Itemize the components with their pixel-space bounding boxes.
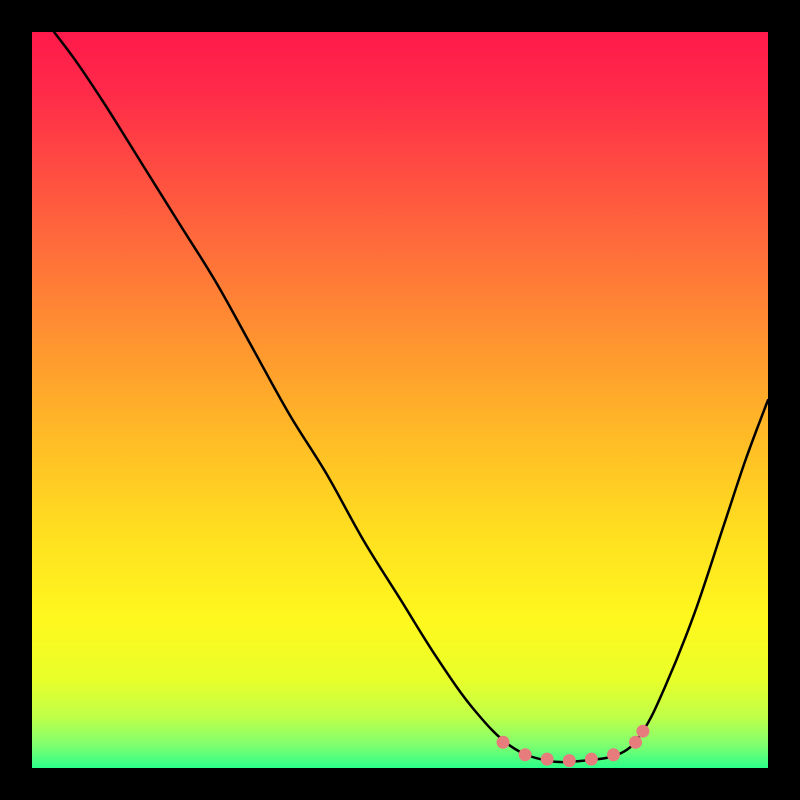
optimal-marker bbox=[630, 736, 642, 748]
optimal-marker bbox=[541, 753, 553, 765]
chart-svg bbox=[0, 0, 800, 800]
optimal-marker bbox=[585, 753, 597, 765]
optimal-marker bbox=[519, 749, 531, 761]
plot-background bbox=[32, 32, 768, 768]
optimal-marker bbox=[637, 725, 649, 737]
optimal-marker bbox=[563, 755, 575, 767]
optimal-marker bbox=[497, 736, 509, 748]
optimal-marker bbox=[607, 749, 619, 761]
chart-stage: TheBottleneck.com bbox=[0, 0, 800, 800]
